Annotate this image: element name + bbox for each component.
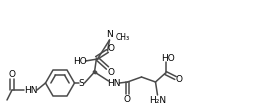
Text: O: O [176, 74, 183, 83]
Text: HO: HO [74, 56, 87, 65]
Text: O: O [108, 44, 115, 53]
Text: O: O [124, 94, 131, 103]
Text: N: N [106, 30, 113, 39]
Text: HO: HO [162, 54, 175, 62]
Text: O: O [8, 69, 16, 78]
Text: CH₃: CH₃ [115, 33, 130, 42]
Text: H₂N: H₂N [149, 95, 166, 104]
Text: HN: HN [24, 85, 38, 94]
Text: HN: HN [107, 78, 120, 87]
Text: S: S [79, 78, 84, 87]
Text: O: O [107, 67, 114, 76]
